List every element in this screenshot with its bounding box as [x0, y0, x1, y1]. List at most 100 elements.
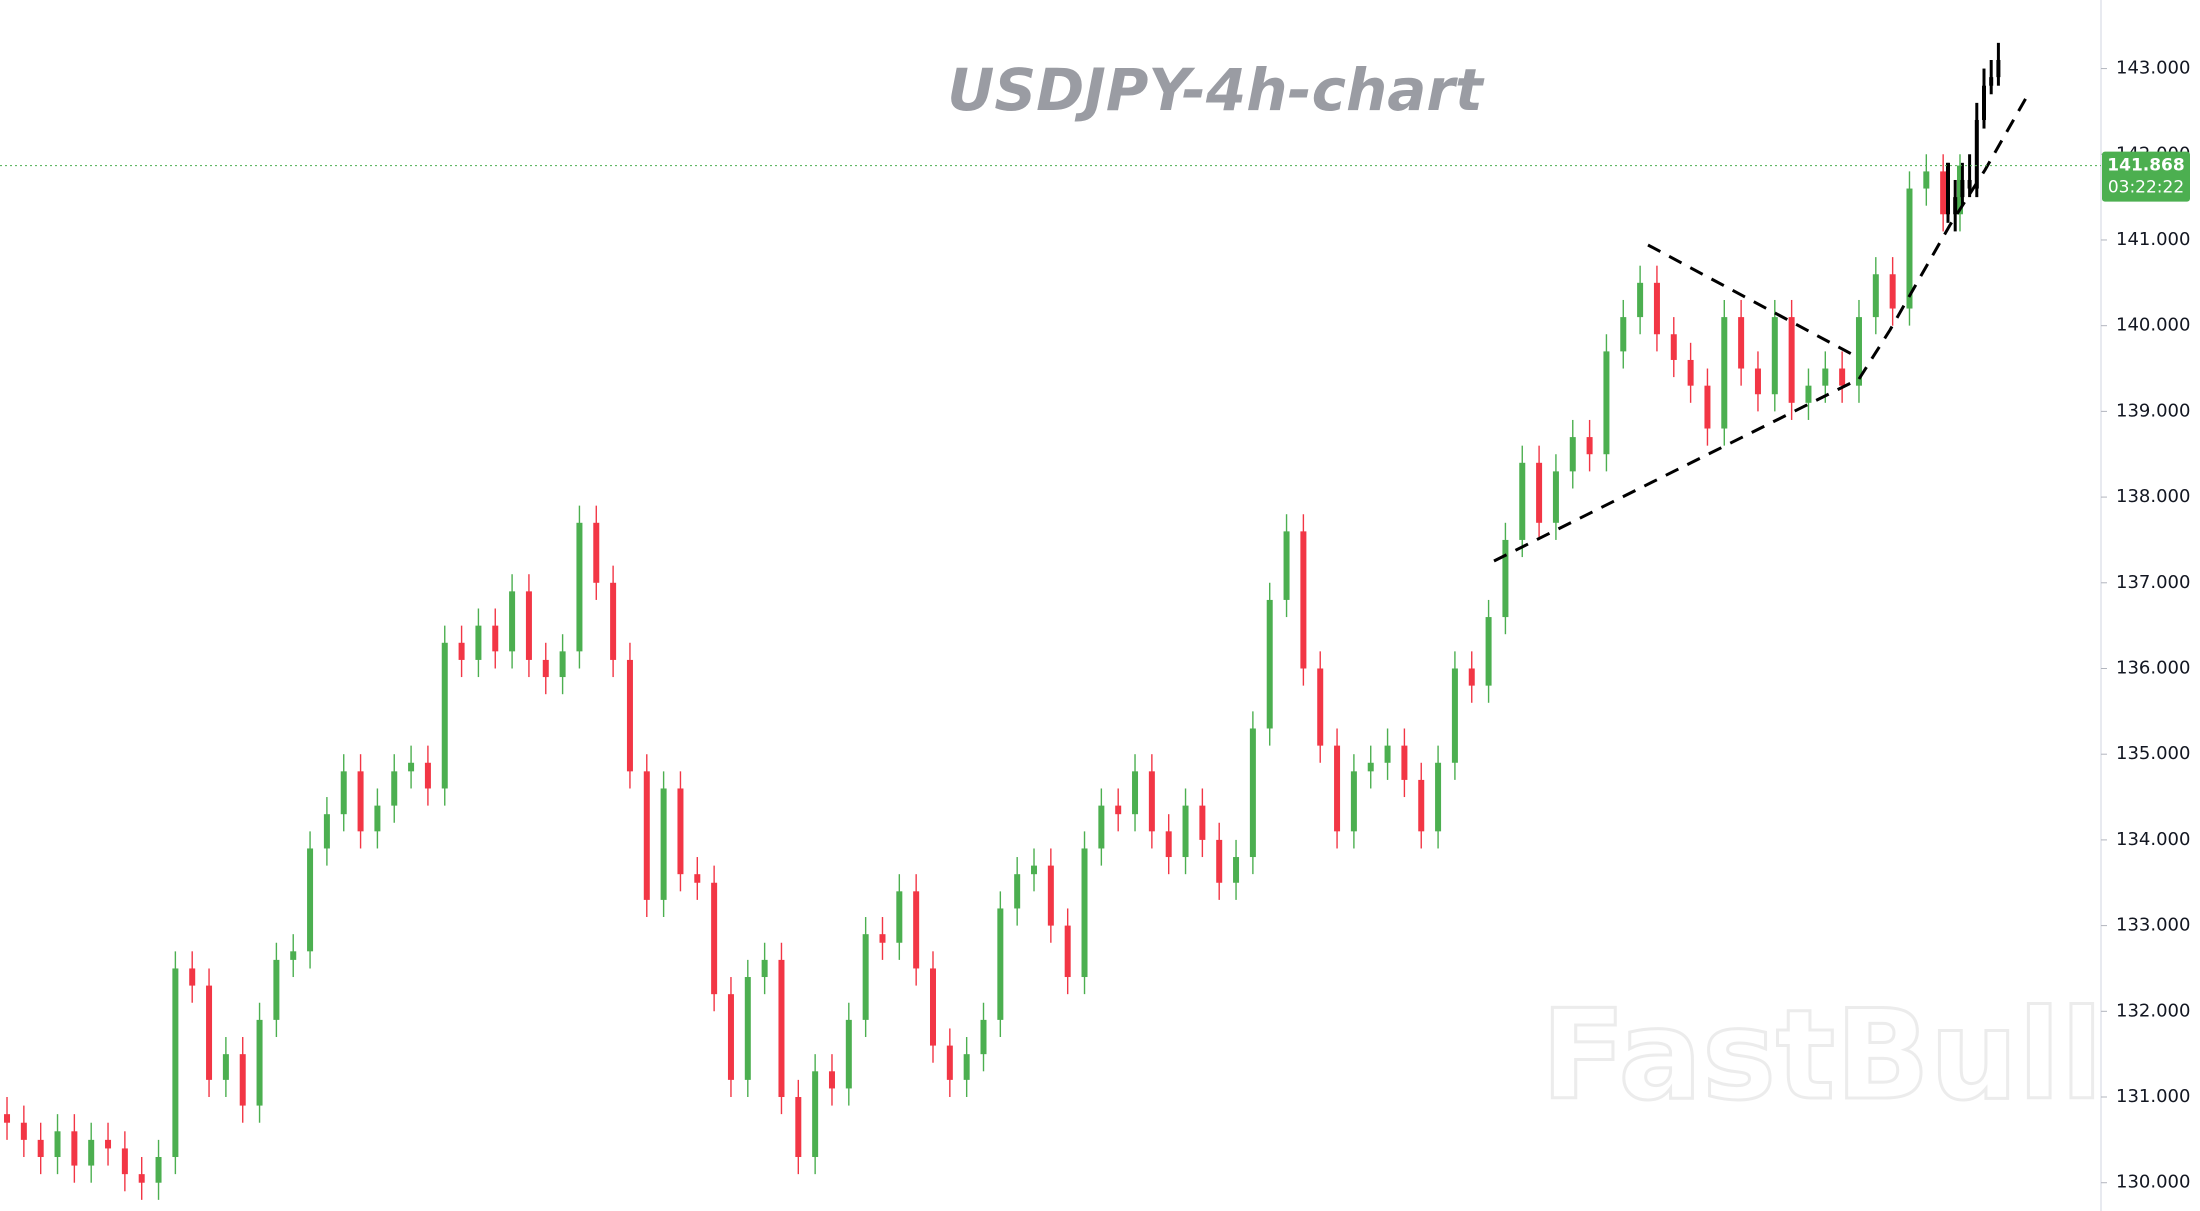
candle-body — [727, 994, 734, 1080]
candle-body — [475, 625, 482, 660]
candle-body — [1182, 805, 1189, 858]
candle-body — [1822, 368, 1829, 386]
candle-body — [1687, 359, 1694, 386]
candle-body — [1283, 531, 1290, 600]
candle-body — [1132, 771, 1139, 815]
countdown-label: 03:22:22 — [2108, 178, 2184, 198]
candle-body — [929, 968, 936, 1046]
candle-body — [239, 1054, 246, 1106]
trend-lines — [1493, 90, 2032, 563]
candle-body — [4, 1114, 11, 1123]
candle-body — [778, 959, 785, 1098]
candle-body — [946, 1045, 953, 1080]
candle-body — [1014, 874, 1021, 909]
candle-body — [1233, 857, 1240, 883]
candle-body — [1216, 839, 1223, 883]
candle-body — [1569, 437, 1576, 472]
candle-body — [121, 1148, 128, 1175]
candle-body — [391, 771, 398, 806]
candle-body — [1603, 351, 1610, 455]
candle-body — [980, 1019, 987, 1055]
candle-body — [256, 1019, 263, 1106]
candle-body — [1940, 171, 1947, 215]
price-label-box — [2102, 151, 2190, 202]
candle-body — [1384, 745, 1391, 763]
candle-body — [1485, 617, 1492, 686]
candle-body — [424, 762, 431, 789]
y-tick-label: 138.000 — [2116, 486, 2190, 507]
candle-body — [441, 642, 448, 789]
last-price-label: 141.868 — [2107, 156, 2184, 176]
candle-body — [694, 874, 701, 883]
candle-body — [913, 891, 920, 969]
candle-body — [1317, 668, 1324, 746]
candle-body — [54, 1131, 61, 1158]
candle-body — [626, 659, 633, 772]
projection-candle-body — [1974, 119, 1979, 189]
candle-body — [1552, 471, 1559, 523]
candle-body — [576, 522, 583, 652]
y-tick-label: 130.000 — [2116, 1172, 2190, 1193]
candle-body — [1367, 762, 1374, 772]
candle-body — [408, 762, 415, 772]
candle-body — [273, 959, 280, 1020]
candle-body — [357, 771, 364, 832]
candle-body — [1637, 282, 1644, 318]
candle-body — [1721, 317, 1728, 429]
candle-body — [37, 1139, 44, 1158]
y-tick-label: 132.000 — [2116, 1000, 2190, 1021]
candle-body — [20, 1122, 27, 1140]
candle-body — [1889, 274, 1896, 309]
candle-body — [155, 1157, 162, 1183]
candle-body — [559, 651, 566, 678]
candle-body — [997, 908, 1004, 1020]
candle-body — [1670, 334, 1677, 360]
candle-body — [1923, 171, 1930, 189]
candle-body — [307, 848, 314, 952]
candle-body — [206, 985, 213, 1080]
y-tick-label: 133.000 — [2116, 915, 2190, 936]
projection-candle-body — [1967, 179, 1972, 189]
candle-body — [862, 934, 869, 1020]
candle-body — [1300, 531, 1307, 669]
candle-body — [744, 977, 751, 1080]
y-tick-label: 140.000 — [2116, 315, 2190, 336]
candle-body — [1771, 317, 1778, 395]
candle-body — [1266, 599, 1273, 729]
candle-body — [88, 1139, 95, 1166]
candle-body — [828, 1071, 835, 1089]
projection-candle-body — [1946, 162, 1950, 215]
y-tick-label: 135.000 — [2116, 743, 2190, 764]
candle-body — [1906, 188, 1913, 309]
plot-area — [4, 42, 2001, 1200]
candle-body — [1704, 385, 1711, 429]
projection-candle-body — [1960, 179, 1965, 198]
candle-body — [896, 891, 903, 943]
projection-candle-body — [1996, 59, 2001, 78]
candle-body — [1855, 317, 1862, 386]
candle-body — [525, 591, 532, 660]
watermark: FastBull — [1541, 984, 2103, 1128]
projection-candle-body — [1982, 85, 1986, 120]
candle-body — [963, 1054, 970, 1080]
projection-candle-body — [1989, 77, 1994, 86]
candle-body — [1502, 539, 1509, 618]
candle-body — [1451, 668, 1458, 763]
candle-body — [677, 788, 684, 875]
candle-body — [643, 771, 650, 900]
candle-body — [1148, 771, 1155, 832]
candle-body — [1350, 771, 1357, 832]
candle-body — [222, 1054, 229, 1080]
y-tick-label: 136.000 — [2116, 657, 2190, 678]
candle-body — [879, 934, 886, 943]
candle-body — [1081, 848, 1088, 978]
candle-body — [105, 1139, 112, 1149]
candle-body — [1064, 925, 1071, 978]
candle-body — [1115, 805, 1122, 815]
y-tick-label: 134.000 — [2116, 829, 2190, 850]
candle-body — [1788, 317, 1795, 403]
candle-body — [1805, 385, 1812, 403]
